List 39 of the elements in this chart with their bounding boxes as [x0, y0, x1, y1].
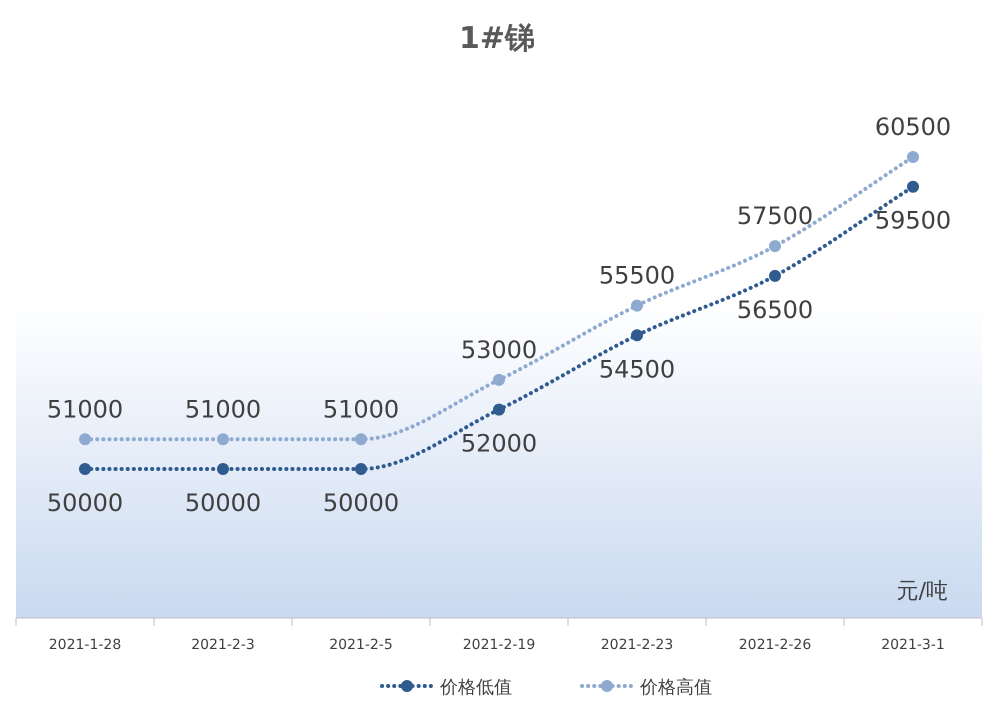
x-tick-label: 2021-2-3: [191, 637, 255, 653]
data-label: 57500: [736, 202, 814, 230]
point: [769, 240, 781, 252]
data-label: 54500: [598, 355, 676, 384]
point: [907, 151, 919, 163]
point: [769, 270, 781, 282]
point: [493, 374, 505, 386]
x-tick-label: 2021-1-28: [48, 637, 122, 653]
point: [217, 463, 229, 475]
x-tick-label: 2021-2-23: [600, 637, 674, 653]
point: [631, 300, 643, 312]
data-label: 51000: [322, 395, 400, 424]
point: [355, 463, 367, 475]
x-tick-label: 2021-2-26: [738, 637, 812, 653]
data-label: 59500: [874, 206, 952, 235]
data-label: 60500: [874, 113, 952, 141]
text: 元/吨: [896, 579, 948, 604]
point: [355, 433, 367, 446]
data-label: 53000: [460, 336, 538, 364]
point: [79, 433, 91, 446]
chart-title: 1#锑: [458, 21, 536, 56]
x-tick-label: 2021-3-1: [881, 637, 945, 653]
data-label: 51000: [46, 395, 124, 424]
data-label: 52000: [460, 430, 538, 458]
data-label: 56500: [736, 296, 814, 324]
data-label: 50000: [322, 489, 400, 517]
x-tick-label: 2021-2-5: [329, 637, 393, 653]
legend-label: 价格高值: [639, 677, 712, 698]
point: [79, 463, 91, 475]
point: [907, 180, 919, 193]
point: [631, 329, 643, 342]
data-label: 50000: [184, 489, 262, 517]
data-label: 51000: [184, 395, 262, 424]
x-tick-label: 2021-2-19: [462, 637, 536, 653]
point: [493, 404, 505, 416]
point: [217, 433, 229, 446]
data-label: 55500: [598, 262, 676, 290]
legend-label: 价格低值: [439, 677, 512, 698]
data-label: 50000: [46, 489, 124, 517]
